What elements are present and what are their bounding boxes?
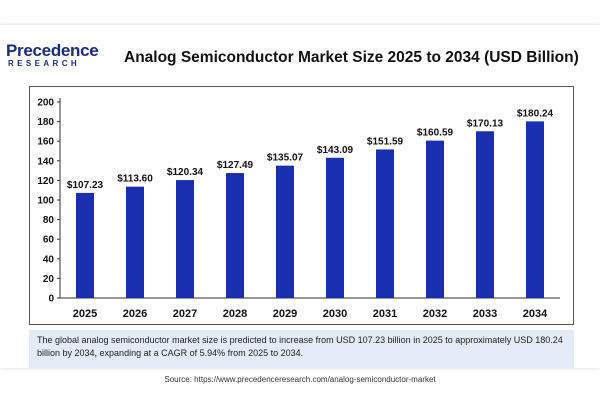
y-tick-label: 120 [37,176,54,187]
x-tick-label: 2034 [523,308,548,320]
x-tick-label: 2032 [423,308,447,320]
x-tick-label: 2031 [373,308,397,320]
market-description: The global analog semiconductor market s… [29,330,574,368]
x-tick-label: 2026 [123,308,147,320]
bar-2031 [376,149,394,298]
y-tick-label: 140 [37,156,54,167]
bar-2033 [476,131,494,298]
bar-2029 [276,165,294,298]
x-tick-label: 2025 [73,308,97,320]
y-tick-label: 40 [43,254,55,265]
data-label: $120.34 [167,167,204,178]
y-tick-label: 160 [37,137,54,148]
bar-2026 [126,186,144,298]
bar-chart: 0 20 40 60 80 100 120 140 160 180 200 $107.23 2025 $1… [37,98,560,320]
y-tick-label: 180 [37,117,54,128]
y-tick-label: 20 [43,274,55,285]
brand-logo: Precedence RESEARCH [6,41,99,72]
bar-2025 [76,192,94,298]
chart-panel: 0 20 40 60 80 100 120 140 160 180 200 $107.23 2025 $1… [29,86,574,325]
data-label: $135.07 [267,153,304,164]
x-tick-label: 2027 [173,308,197,320]
infographic-frame: Precedence RESEARCH Analog Semiconductor… [0,25,600,384]
bar-2027 [176,180,194,298]
brand-name: Precedence [6,41,99,60]
y-tick-label: 200 [37,98,54,109]
bar-2032 [426,140,444,298]
data-label: $180.24 [517,108,554,119]
bar-2034 [526,121,544,298]
bar-2028 [226,173,244,298]
x-tick-label: 2028 [223,308,247,320]
data-label: $160.59 [417,128,454,139]
y-tick-label: 80 [43,215,55,226]
brand-tagline: RESEARCH [8,59,81,68]
source-citation: Source: https://www.precedenceresearch.c… [164,375,436,384]
x-tick-label: 2030 [323,308,347,320]
data-label: $107.23 [67,180,104,191]
y-tick-label: 100 [37,196,54,207]
chart-title: Analog Semiconductor Market Size 2025 to… [124,49,579,66]
x-tick-label: 2029 [273,308,297,320]
data-label: $113.60 [117,174,153,185]
data-label: $151.59 [367,136,404,147]
bar-2030 [326,157,344,298]
y-tick-label: 0 [48,294,54,305]
y-tick-label: 60 [43,235,55,246]
data-label: $127.49 [217,160,254,171]
data-label: $170.13 [467,118,504,129]
data-label: $143.09 [317,145,354,156]
x-tick-label: 2033 [473,308,497,320]
